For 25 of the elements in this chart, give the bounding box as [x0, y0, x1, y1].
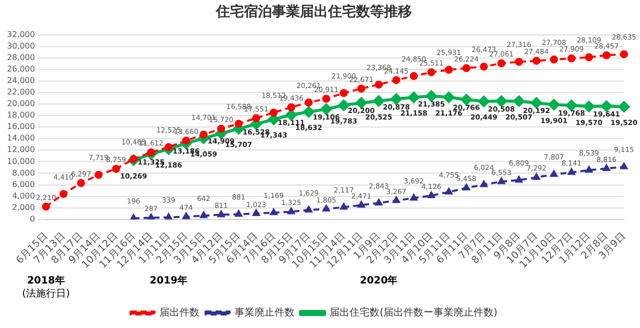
text: 2019年 [150, 274, 188, 287]
legend-label: 届出住宅数(届出件数ー事業廃止件数) [330, 306, 498, 319]
y-tick-label: 16,000 [6, 122, 35, 132]
text: 2020年 [360, 274, 398, 287]
y-tick-label: 0 [30, 214, 35, 224]
y-tick-label: 24,000 [6, 76, 35, 86]
y-tick-label: 6,000 [12, 180, 35, 189]
y-tick-label: 26,000 [6, 64, 35, 74]
y-tick-label: 10,000 [6, 156, 35, 166]
legend-label: 事業廃止件数 [234, 306, 295, 319]
y-tick-label: 8,000 [12, 168, 35, 178]
legend-label: 届出件数 [160, 306, 200, 319]
y-tick-label: 4,000 [12, 191, 35, 200]
y-tick-label: 22,000 [6, 88, 35, 97]
y-tick-label: 28,000 [6, 52, 35, 62]
y-tick-label: 14,000 [6, 134, 35, 143]
chart-title: 住宅宿泊事業届出住宅数等推移 [215, 3, 412, 20]
text: 2018年 [27, 274, 65, 287]
y-tick-label: 12,000 [6, 145, 35, 154]
y-tick-label: 18,000 [6, 110, 35, 120]
y-tick-label: 30,000 [6, 41, 35, 50]
y-tick-label: 2,000 [12, 202, 35, 212]
text: (法施行日) [22, 288, 70, 300]
y-tick-label: 32,000 [6, 30, 35, 39]
y-tick-label: 20,000 [6, 99, 35, 108]
